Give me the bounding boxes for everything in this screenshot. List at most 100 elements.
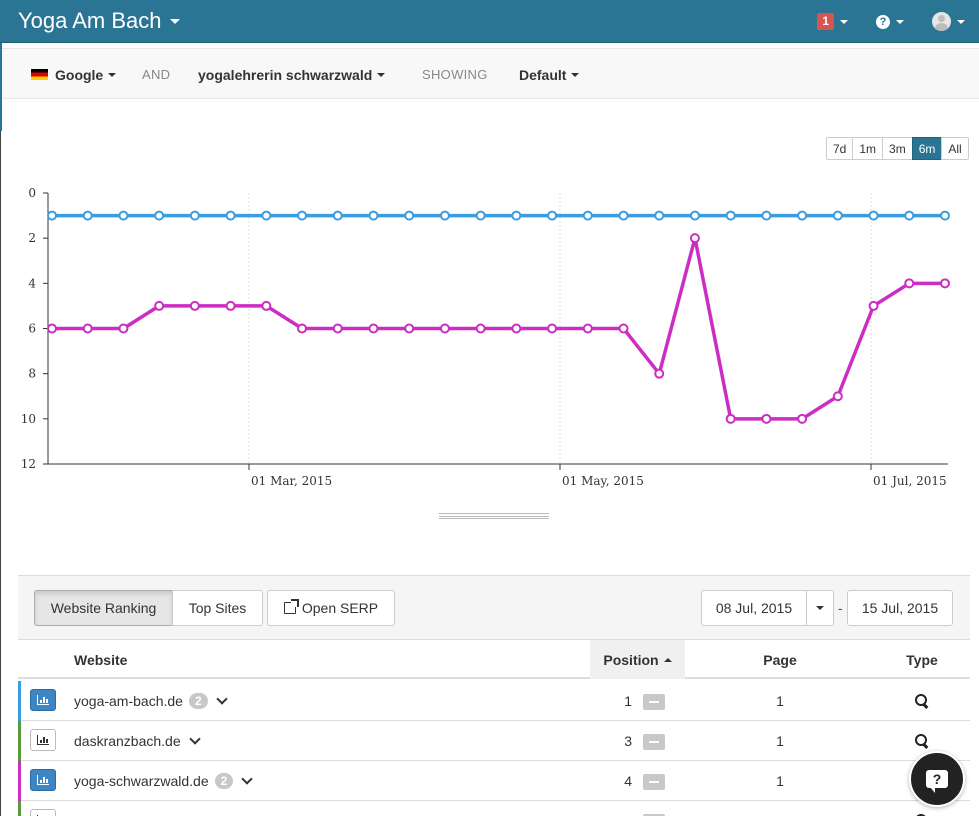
page-column-header[interactable]: Page: [763, 651, 797, 668]
series-2-point: [868, 300, 879, 311]
series-1-point: [261, 210, 272, 221]
series-1-point: [154, 210, 165, 221]
series-2-point: [118, 323, 129, 334]
position-value: 4: [624, 773, 632, 789]
ranking-panel: Website Ranking Top Sites Open SERP 08 J…: [18, 575, 970, 816]
series-1-point: [654, 210, 665, 221]
caret-down-icon: [169, 18, 180, 24]
chevron-down-icon[interactable]: [241, 773, 253, 785]
and-label: AND: [142, 67, 171, 82]
project-title: Yoga Am Bach: [18, 8, 162, 33]
search-icon[interactable]: [915, 814, 928, 816]
notifications-menu[interactable]: 1: [803, 0, 862, 43]
range-button-7d[interactable]: 7d: [826, 137, 854, 160]
series-2-point: [618, 323, 629, 334]
position-column-header[interactable]: Position: [590, 640, 685, 679]
chevron-down-icon[interactable]: [188, 733, 201, 745]
date-range-selector: 7d 1m 3m 6m All: [826, 137, 969, 160]
series-1-point: [868, 210, 879, 221]
series-2-point: [940, 278, 950, 289]
y-tick-label: 6: [28, 322, 36, 336]
series-2-point: [404, 323, 415, 334]
ranking-chart: 0 2 4 6 8 10 12 01 Mar, 2015 01 May, 2015 01 Jul,…: [21, 186, 950, 488]
caret-down-icon: [571, 72, 580, 77]
keyword-dropdown[interactable]: yogalehrerin schwarzwald: [198, 49, 386, 100]
chevron-down-icon[interactable]: [215, 693, 228, 705]
x-tick-label: 01 Jul, 2015: [873, 474, 947, 488]
user-menu[interactable]: [918, 0, 979, 43]
range-button-1m[interactable]: 1m: [852, 137, 884, 160]
website-cell: daskranzbach.de: [74, 721, 205, 761]
series-1-point: [761, 210, 772, 221]
series-1-point: [832, 210, 843, 221]
series-1-point: [439, 210, 450, 221]
bar-chart-icon: [37, 735, 49, 745]
website-column-header[interactable]: Website: [74, 651, 128, 668]
series-2-point: [154, 300, 165, 311]
chat-button[interactable]: ?: [909, 751, 965, 807]
toggle-chart-button[interactable]: [30, 729, 56, 751]
ranking-toolbar: Website Ranking Top Sites Open SERP 08 J…: [18, 576, 970, 640]
search-icon[interactable]: [915, 694, 928, 707]
series-1-point: [511, 210, 522, 221]
table-row: daskranzbach.de 3 1: [18, 721, 970, 761]
x-tick-label: 01 Mar, 2015: [251, 474, 332, 488]
no-change-icon: [643, 774, 665, 790]
toggle-chart-button[interactable]: [30, 769, 56, 791]
table-row: yoga-am-bach.de 2 1 1: [18, 681, 970, 721]
website-name[interactable]: yoga-am-bach.de: [74, 693, 183, 709]
chat-bubble-icon: ?: [926, 770, 948, 793]
date-to-input[interactable]: 15 Jul, 2015: [847, 590, 953, 626]
left-border: [0, 131, 1, 816]
series-1-point: [297, 210, 308, 221]
y-tick-label: 2: [28, 231, 36, 245]
website-ranking-button[interactable]: Website Ranking: [34, 590, 173, 626]
toggle-chart-button[interactable]: [30, 809, 56, 816]
series-1-point: [689, 210, 700, 221]
website-name[interactable]: schwarzwaldyoga.com: [74, 813, 215, 816]
row-color-indicator: [18, 721, 21, 761]
y-tick-label: 10: [21, 412, 36, 426]
series-2-point: [82, 323, 93, 334]
caret-down-icon: [108, 72, 117, 77]
website-name[interactable]: yoga-schwarzwald.de: [74, 773, 209, 789]
external-link-icon: [283, 599, 299, 614]
series-2-point: [582, 323, 593, 334]
series-2-point: [689, 233, 700, 244]
position-value: 3: [624, 733, 632, 749]
project-switcher[interactable]: Yoga Am Bach: [18, 8, 180, 34]
y-tick-label: 12: [21, 457, 36, 471]
bar-chart-icon: [37, 775, 49, 785]
series-1-point: [118, 210, 129, 221]
top-sites-button[interactable]: Top Sites: [172, 590, 263, 626]
website-name[interactable]: daskranzbach.de: [74, 733, 181, 749]
x-tick-label: 01 May, 2015: [562, 474, 644, 488]
search-engine-dropdown[interactable]: Google: [31, 49, 117, 100]
top-navbar: Yoga Am Bach 1 ?: [0, 0, 979, 43]
range-button-6m[interactable]: 6m: [911, 137, 943, 160]
series-1-point: [332, 210, 343, 221]
caret-down-icon: [896, 19, 904, 24]
view-dropdown[interactable]: Default: [519, 49, 580, 100]
chart-resize-handle[interactable]: [439, 513, 549, 519]
view-label: Default: [519, 66, 567, 83]
date-dropdown-toggle[interactable]: [806, 590, 834, 626]
series-2-point: [725, 413, 736, 424]
series-1-point: [797, 210, 808, 221]
row-color-indicator: [18, 761, 21, 801]
search-icon[interactable]: [915, 734, 928, 747]
series-2-point: [832, 391, 843, 402]
toggle-chart-button[interactable]: [30, 689, 56, 711]
series-2-point: [475, 323, 486, 334]
range-button-3m[interactable]: 3m: [882, 137, 913, 160]
open-serp-button[interactable]: Open SERP: [267, 590, 395, 626]
date-from-input[interactable]: 08 Jul, 2015: [701, 590, 807, 626]
table-header: Website Position Page Type: [18, 640, 970, 679]
range-button-all[interactable]: All: [941, 137, 969, 160]
notification-badge: 1: [817, 13, 834, 30]
series-2-point: [439, 323, 450, 334]
type-column-header[interactable]: Type: [906, 651, 938, 668]
series-2-point: [297, 323, 308, 334]
series-1-point: [82, 210, 93, 221]
help-menu[interactable]: ?: [862, 0, 918, 43]
